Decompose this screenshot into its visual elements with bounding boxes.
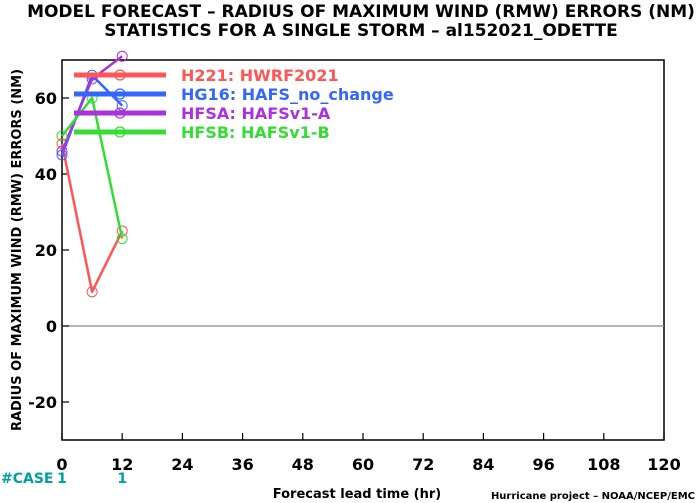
series-line <box>61 96 124 239</box>
series-line <box>60 143 124 294</box>
legend-marker <box>114 88 126 100</box>
data-point <box>56 130 68 142</box>
x-tick-label: 120 <box>647 455 680 474</box>
chart-title-line1: MODEL FORECAST – RADIUS OF MAXIMUM WIND … <box>27 2 695 22</box>
plot-frame <box>61 59 665 441</box>
x-tick-label: 96 <box>532 455 554 474</box>
data-point <box>86 286 98 298</box>
x-tick-label: 60 <box>352 455 374 474</box>
data-point <box>116 233 128 245</box>
x-tick-label: 12 <box>111 455 133 474</box>
legend-label: HFSA: HAFSv1-A <box>181 104 331 123</box>
y-tick-label: 20 <box>35 241 57 260</box>
y-tick-label: -20 <box>28 393 57 412</box>
legend-marker <box>114 69 126 81</box>
legend-marker <box>114 126 126 138</box>
series-line <box>60 55 123 152</box>
case-count: 1 <box>57 471 67 487</box>
x-tick-label: 72 <box>412 455 434 474</box>
y-tick-label: 40 <box>35 165 57 184</box>
y-axis-ticks: -20 0 20 40 60 <box>28 89 69 412</box>
legend-label: HG16: HAFS_no_change <box>181 85 394 104</box>
y-tick-label: 0 <box>46 317 57 336</box>
case-count: 1 <box>117 471 127 487</box>
data-point <box>56 145 68 157</box>
x-tick-label: 84 <box>472 455 494 474</box>
legend-label: H221: HWRF2021 <box>181 66 339 85</box>
x-axis-label: Forecast lead time (hr) <box>273 487 441 502</box>
y-tick-label: 60 <box>35 89 57 108</box>
x-axis-ticks: 0 12 24 36 48 60 72 84 96 108 120 <box>56 433 681 474</box>
data-point <box>116 50 128 62</box>
legend-label: HFSB: HAFSv1-B <box>181 123 330 142</box>
x-tick-label: 48 <box>292 455 314 474</box>
legend-marker <box>114 107 126 119</box>
case-label: #CASE <box>1 471 54 487</box>
x-tick-label: 108 <box>587 455 620 474</box>
credit-text: Hurricane project – NOAA/NCEP/EMC <box>491 491 695 502</box>
chart-title-line2: STATISTICS FOR A SINGLE STORM – al152021… <box>104 21 617 41</box>
x-tick-label: 24 <box>171 455 193 474</box>
y-axis-label: RADIUS OF MAXIMUM WIND (RMW) ERRORS (NM) <box>10 69 25 431</box>
series-layer <box>56 50 128 298</box>
x-tick-label: 36 <box>231 455 253 474</box>
x-tick-label: 0 <box>56 455 67 474</box>
